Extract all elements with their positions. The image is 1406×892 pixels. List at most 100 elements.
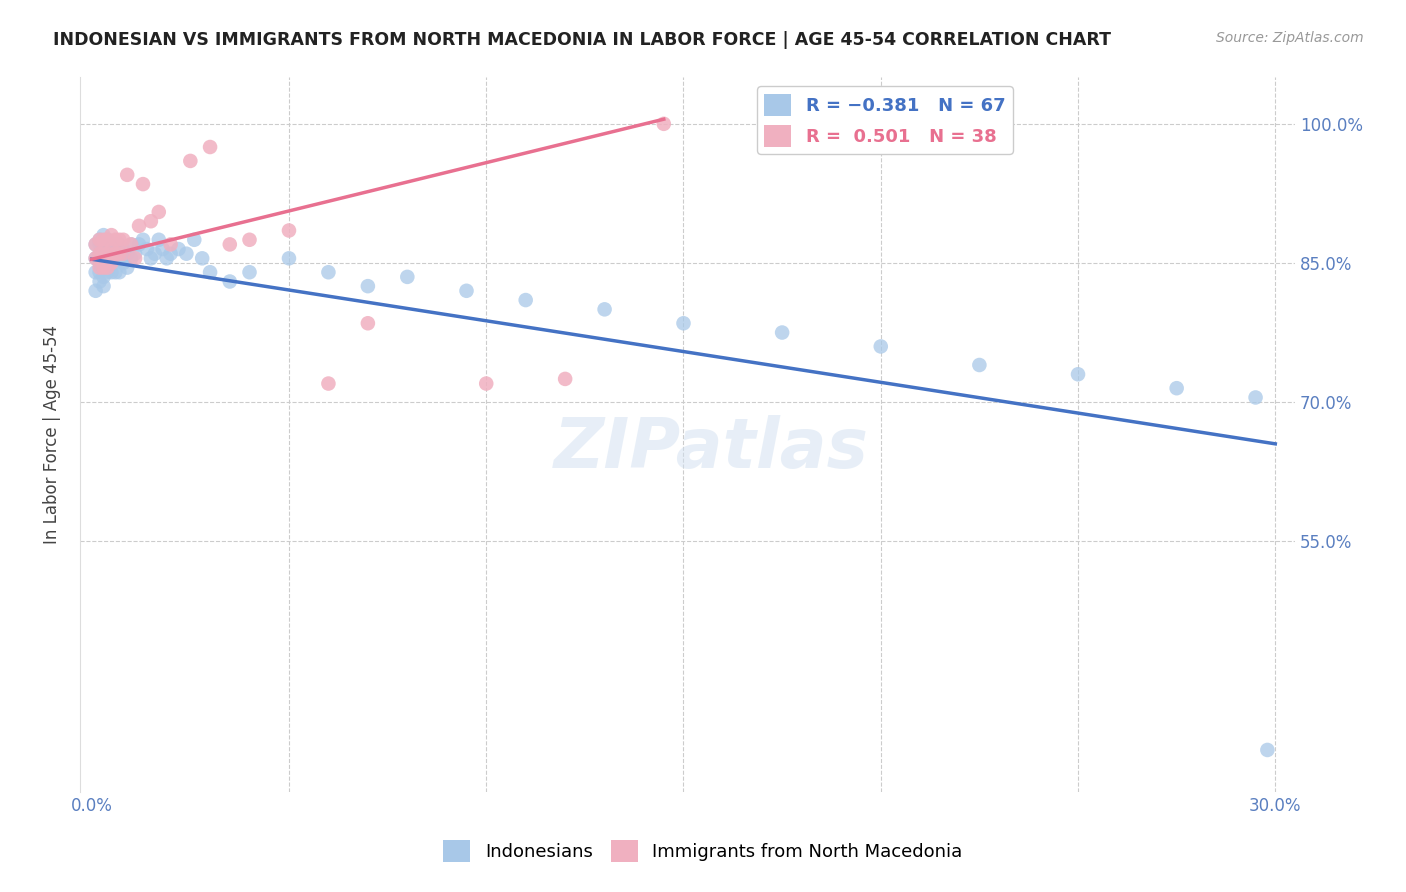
Point [84,284,107,298]
Point [104,246,127,260]
Point [89,246,111,260]
Point [104,265,127,279]
Point [104,252,127,266]
Point [396,269,419,284]
Point [1166,381,1188,395]
Point [112,233,135,247]
Point [1067,368,1090,382]
Point [132,233,155,247]
Point [93,260,115,275]
Point [770,326,793,340]
Point [238,233,260,247]
Point [108,233,131,247]
Point [93,269,115,284]
Point [357,316,380,330]
Point [100,242,122,256]
Point [96,260,118,275]
Point [191,252,214,266]
Point [1256,743,1278,757]
Point [475,376,498,391]
Point [143,246,166,260]
Point [148,233,170,247]
Point [104,237,127,252]
Point [108,252,131,266]
Point [159,246,181,260]
Point [89,256,111,270]
Point [89,233,111,247]
Point [96,256,118,270]
Point [93,233,115,247]
Point [89,275,111,289]
Point [128,219,150,233]
Point [100,252,122,266]
Point [148,205,170,219]
Point [84,265,107,279]
Point [96,246,118,260]
Point [89,265,111,279]
Y-axis label: In Labor Force | Age 45-54: In Labor Force | Age 45-54 [44,325,60,544]
Point [136,242,159,256]
Point [93,252,115,266]
Point [124,252,146,266]
Point [128,237,150,252]
Point [152,242,174,256]
Point [218,237,240,252]
Point [238,265,260,279]
Point [84,237,107,252]
Point [969,358,991,372]
Point [218,275,240,289]
Point [156,252,179,266]
Point [93,228,115,243]
Text: INDONESIAN VS IMMIGRANTS FROM NORTH MACEDONIA IN LABOR FORCE | AGE 45-54 CORRELA: INDONESIAN VS IMMIGRANTS FROM NORTH MACE… [53,31,1111,49]
Point [104,233,127,247]
Point [139,252,162,266]
Point [115,168,138,182]
Point [167,242,190,256]
Point [124,246,146,260]
Point [108,265,131,279]
Point [672,316,695,330]
Point [93,279,115,293]
Point [100,265,122,279]
Point [183,233,205,247]
Point [318,376,340,391]
Point [198,140,221,154]
Point [120,237,142,252]
Point [96,265,118,279]
Point [318,265,340,279]
Point [84,252,107,266]
Point [112,246,135,260]
Point [357,279,380,293]
Point [108,246,131,260]
Point [179,153,201,168]
Point [593,302,616,317]
Point [100,256,122,270]
Point [84,237,107,252]
Point [515,293,537,307]
Point [93,242,115,256]
Point [115,246,138,260]
Point [176,246,198,260]
Point [456,284,478,298]
Point [112,256,135,270]
Point [278,252,301,266]
Point [198,265,221,279]
Point [132,177,155,191]
Point [89,260,111,275]
Point [139,214,162,228]
Point [93,260,115,275]
Point [100,237,122,252]
Point [100,228,122,243]
Point [93,246,115,260]
Point [89,246,111,260]
Point [96,246,118,260]
Point [120,237,142,252]
Point [869,339,891,353]
Point [108,237,131,252]
Point [159,237,181,252]
Point [554,372,576,386]
Point [278,223,301,237]
Point [96,233,118,247]
Point [89,237,111,252]
Text: Source: ZipAtlas.com: Source: ZipAtlas.com [1216,31,1364,45]
